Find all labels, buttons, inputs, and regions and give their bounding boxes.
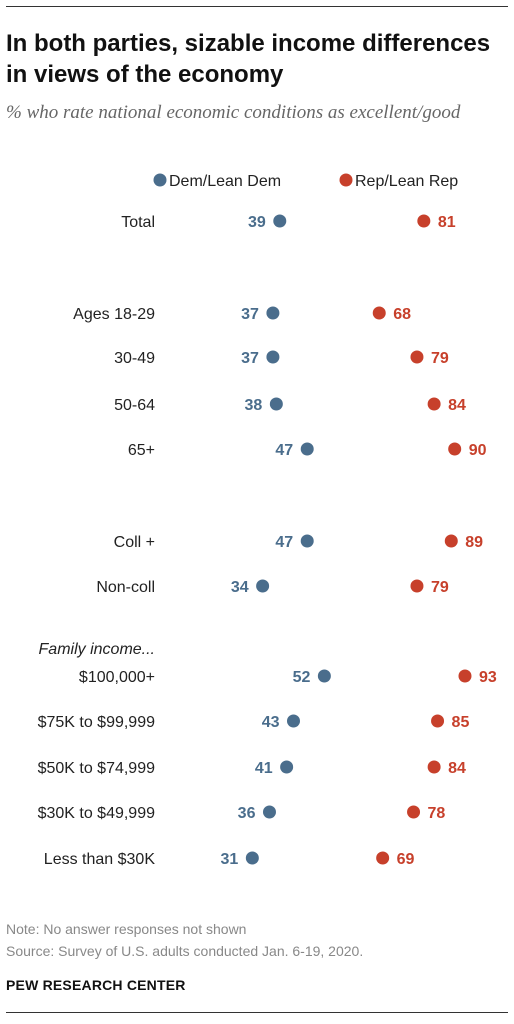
note-text: Note: No answer responses not shown: [6, 921, 247, 937]
dem-dot: [300, 442, 314, 456]
dem-value-label: 37: [241, 350, 259, 367]
category-label: $30K to $49,999: [38, 805, 156, 822]
dem-dot: [262, 805, 276, 819]
category-label: $100,000+: [79, 669, 155, 686]
rep-dot: [376, 851, 390, 865]
category-label: Non-coll: [96, 579, 155, 596]
chart-row: 65+ 47 90: [128, 442, 487, 459]
dem-dot: [245, 851, 259, 865]
category-label: Ages 18-29: [73, 306, 155, 323]
legend-marker-rep: [339, 173, 353, 187]
rep-dot: [427, 760, 441, 774]
rep-value-label: 79: [431, 579, 449, 596]
chart-row: $50K to $74,999 41 84: [38, 760, 466, 777]
chart-rows: Total 39 81 Ages 18-29 37 68 30-49 37 79 50-64 38 8…: [38, 214, 497, 868]
dem-value-label: 47: [275, 442, 293, 459]
rep-value-label: 89: [465, 534, 483, 551]
chart-row: 30-49 37 79: [114, 350, 449, 367]
rep-dot: [372, 306, 386, 320]
rep-value-label: 84: [448, 397, 466, 414]
rep-dot: [410, 350, 424, 364]
dem-dot: [300, 534, 314, 548]
category-label: 50-64: [114, 397, 155, 414]
dem-value-label: 52: [293, 669, 311, 686]
footnote: Note: No answer responses not shown Sour…: [6, 918, 363, 962]
rep-dot: [458, 669, 472, 683]
legend-marker-dem: [153, 173, 167, 187]
dem-value-label: 41: [255, 760, 273, 777]
category-label: $50K to $74,999: [38, 760, 156, 777]
rep-value-label: 85: [452, 714, 470, 731]
legend: Dem/Lean Dem Rep/Lean Rep: [153, 173, 458, 190]
rep-dot: [444, 534, 458, 548]
group-header-label: Family income...: [39, 641, 155, 658]
brand-name: PEW RESEARCH CENTER: [6, 977, 186, 993]
rep-dot: [417, 214, 431, 228]
dem-value-label: 47: [275, 534, 293, 551]
dem-value-label: 37: [241, 306, 259, 323]
rep-value-label: 90: [469, 442, 487, 459]
rep-value-label: 79: [431, 350, 449, 367]
dem-dot: [273, 214, 287, 228]
dem-value-label: 36: [238, 805, 256, 822]
chart-row: $30K to $49,999 36 78: [38, 805, 446, 822]
rep-value-label: 68: [393, 306, 411, 323]
category-label: $75K to $99,999: [38, 714, 156, 731]
dem-dot: [317, 669, 331, 683]
dem-value-label: 39: [248, 214, 266, 231]
dem-dot: [266, 350, 280, 364]
dem-dot: [269, 397, 283, 411]
top-rule: [6, 6, 508, 7]
rep-dot: [448, 442, 462, 456]
chart-row: $75K to $99,999 43 85: [38, 714, 470, 731]
category-label: Less than $30K: [44, 851, 156, 868]
chart-row: Ages 18-29 37 68: [73, 306, 411, 323]
category-label: Coll +: [114, 534, 155, 551]
rep-dot: [407, 805, 421, 819]
rep-dot: [431, 714, 445, 728]
chart-row: $100,000+ 52 93: [79, 669, 497, 686]
rep-dot: [427, 397, 441, 411]
chart-title: In both parties, sizable income differen…: [6, 30, 491, 88]
dem-dot: [280, 760, 294, 774]
category-label: 65+: [128, 442, 155, 459]
dem-value-label: 43: [262, 714, 280, 731]
legend-label-dem: Dem/Lean Dem: [169, 173, 281, 190]
rep-value-label: 69: [397, 851, 415, 868]
chart-subtitle: % who rate national economic conditions …: [6, 102, 461, 123]
group-header: Family income...: [39, 641, 155, 658]
category-label: Total: [121, 214, 155, 231]
chart-row: Less than $30K 31 69: [44, 851, 415, 868]
dem-value-label: 31: [221, 851, 239, 868]
legend-label-rep: Rep/Lean Rep: [355, 173, 458, 190]
rep-dot: [410, 579, 424, 593]
rep-value-label: 81: [438, 214, 456, 231]
dot-chart: Dem/Lean Dem Rep/Lean Rep Family income..…: [38, 173, 497, 868]
rep-value-label: 78: [428, 805, 446, 822]
chart-row: 50-64 38 84: [114, 397, 466, 414]
chart-row: Non-coll 34 79: [96, 579, 449, 596]
bottom-rule: [6, 1012, 508, 1013]
dem-dot: [266, 306, 280, 320]
chart-row: Coll + 47 89: [114, 534, 484, 551]
dem-value-label: 38: [245, 397, 263, 414]
rep-value-label: 84: [448, 760, 466, 777]
chart-row: Total 39 81: [121, 214, 456, 231]
dem-value-label: 34: [231, 579, 249, 596]
rep-value-label: 93: [479, 669, 497, 686]
dem-dot: [256, 579, 270, 593]
category-label: 30-49: [114, 350, 155, 367]
source-text: Source: Survey of U.S. adults conducted …: [6, 943, 364, 959]
dem-dot: [286, 714, 300, 728]
